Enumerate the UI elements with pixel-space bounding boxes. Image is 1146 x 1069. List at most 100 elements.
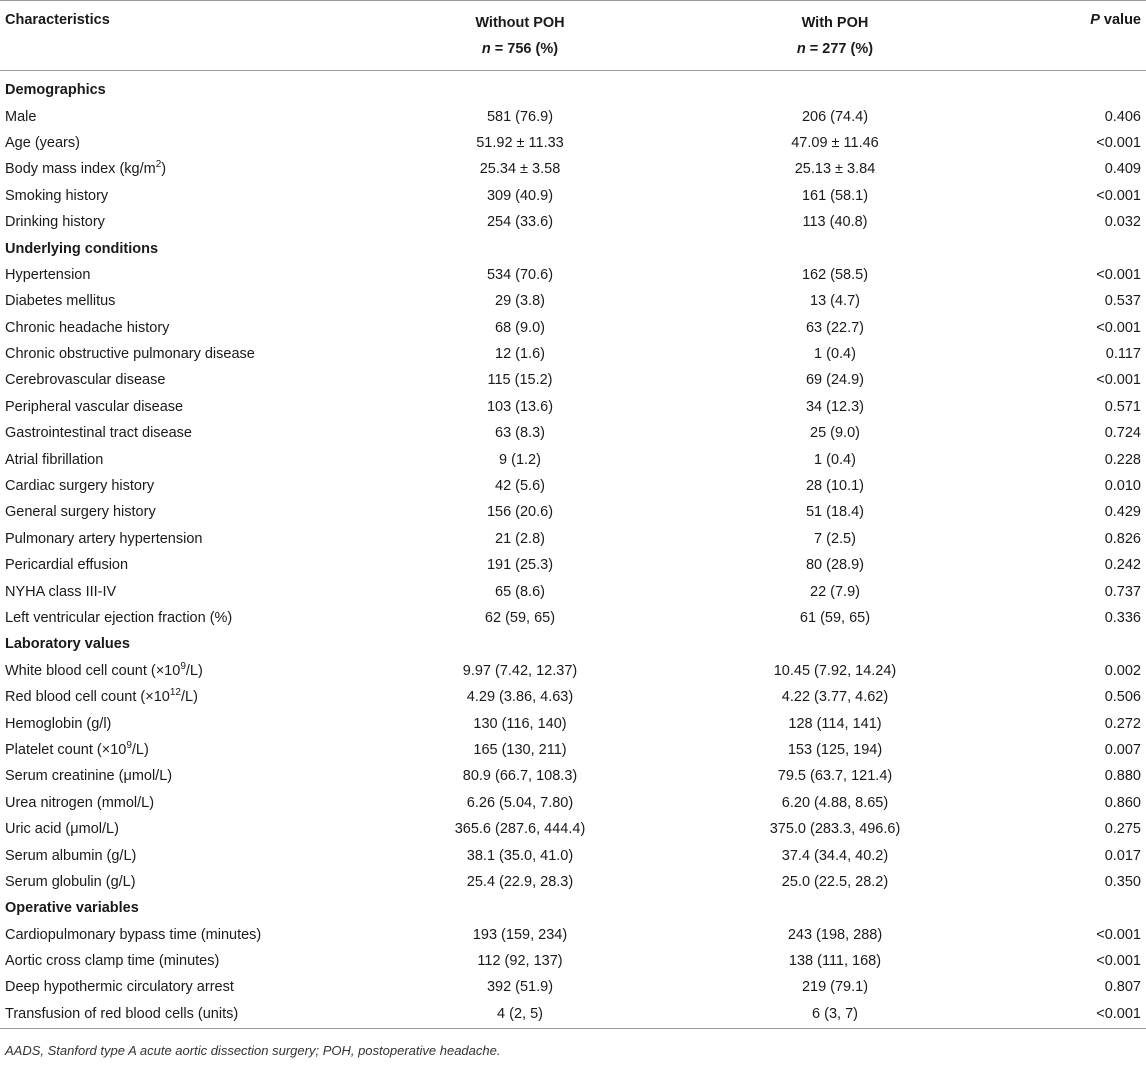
table-row: Serum albumin (g/L) 38.1 (35.0, 41.0) 37.4… xyxy=(0,842,1146,868)
table-row: Age (years) 51.92 ± 11.33 47.09 ± 11.46 <0.… xyxy=(0,130,1146,156)
cell-p-value: <0.001 xyxy=(1096,372,1141,389)
cell-p-value: 0.017 xyxy=(1104,847,1141,864)
table-row: Serum creatinine (μmol/L) 80.9 (66.7, 108… xyxy=(0,763,1146,789)
cell-with-poh: 10.45 (7.92, 14.24) xyxy=(773,662,897,679)
row-label-text: Drinking history xyxy=(5,214,105,231)
row-label-text: Aortic cross clamp time (minutes) xyxy=(5,953,220,970)
row-label-text: Atrial fibrillation xyxy=(5,451,104,468)
table-row: Diabetes mellitus 29 (3.8) 13 (4.7) 0.537 xyxy=(0,288,1146,314)
row-label-text: Age (years) xyxy=(5,134,80,151)
table-row: Pericardial effusion 191 (25.3) 80 (28.9) 0… xyxy=(0,552,1146,578)
cell-with-poh: 61 (59, 65) xyxy=(799,610,871,626)
cell-with-poh: 69 (24.9) xyxy=(805,372,865,389)
cell-without-poh: 365.6 (287.6, 444.4) xyxy=(454,821,586,838)
cell-without-poh: 581 (76.9) xyxy=(486,108,554,125)
table-row: Cardiac surgery history 42 (5.6) 28 (10.1)… xyxy=(0,473,1146,499)
table-row: Smoking history 309 (40.9) 161 (58.1) <0.00… xyxy=(0,183,1146,209)
row-label-text: Pericardial effusion xyxy=(5,557,129,574)
section-heading: Demographics xyxy=(5,82,106,99)
header-with-poh: With POH n = 277 (%) xyxy=(640,1,1030,71)
row-label-text: Transfusion of red blood cells (units) xyxy=(5,1006,239,1023)
cell-p-value: 0.807 xyxy=(1104,979,1141,996)
row-label: Serum creatinine (μmol/L) xyxy=(0,763,400,789)
row-label: Smoking history xyxy=(0,183,400,209)
header-without-poh-n: n = 756 (%) xyxy=(481,41,559,57)
cell-with-poh: 79.5 (63.7, 121.4) xyxy=(777,768,893,785)
row-label-text: NYHA class III-IV xyxy=(5,583,117,600)
cell-p-value: 0.117 xyxy=(1105,346,1141,363)
characteristics-table: Characteristics Without POH n = 756 (%) … xyxy=(0,0,1146,1029)
cell-p-value: 0.242 xyxy=(1104,557,1141,574)
cell-p-value: 0.429 xyxy=(1104,504,1141,521)
cell-without-poh: 12 (1.6) xyxy=(495,346,545,363)
row-label: Serum albumin (g/L) xyxy=(0,842,400,868)
cell-with-poh: 206 (74.4) xyxy=(801,108,869,125)
row-label-text: Male xyxy=(5,108,37,125)
cell-p-value: 0.737 xyxy=(1104,583,1141,600)
cell-without-poh: 21 (2.8) xyxy=(495,530,545,547)
cell-p-value: 0.032 xyxy=(1104,214,1141,231)
row-label-text: Serum creatinine (μmol/L) xyxy=(5,768,173,785)
cell-without-poh: 62 (59, 65) xyxy=(484,610,556,626)
row-label-text: Serum albumin (g/L) xyxy=(5,847,137,864)
cell-with-poh: 63 (22.7) xyxy=(805,319,865,336)
row-label: Atrial fibrillation xyxy=(0,446,400,472)
row-label: Peripheral vascular disease xyxy=(0,394,400,420)
row-label-text: Chronic obstructive pulmonary disease xyxy=(5,346,255,363)
row-label: Pulmonary artery hypertension xyxy=(0,526,400,552)
row-label: NYHA class III-IV xyxy=(0,578,400,604)
table-row: Body mass index (kg/m2) 25.34 ± 3.58 25.13… xyxy=(0,156,1146,182)
cell-p-value: 0.537 xyxy=(1104,293,1141,310)
row-label-superscript: 9 xyxy=(180,660,186,672)
cell-p-value: <0.001 xyxy=(1096,953,1141,970)
cell-with-poh: 162 (58.5) xyxy=(801,266,869,283)
row-label: Age (years) xyxy=(0,130,400,156)
cell-without-poh: 51.92 ± 11.33 xyxy=(476,134,564,151)
cell-with-poh: 22 (7.9) xyxy=(810,583,860,600)
cell-without-poh: 80.9 (66.7, 108.3) xyxy=(462,768,578,785)
table-row: Red blood cell count (×1012/L) 4.29 (3.86… xyxy=(0,684,1146,710)
header-without-poh-title: Without POH xyxy=(475,15,565,31)
cell-without-poh: 156 (20.6) xyxy=(486,504,554,521)
cell-p-value: <0.001 xyxy=(1096,134,1141,151)
cell-p-value: 0.506 xyxy=(1104,689,1141,706)
cell-with-poh: 25.13 ± 3.84 xyxy=(794,161,876,178)
cell-with-poh: 153 (125, 194) xyxy=(787,741,883,758)
row-label-text: Urea nitrogen (mmol/L) xyxy=(5,794,155,811)
row-label-text: Chronic headache history xyxy=(5,319,170,336)
row-label-text: General surgery history xyxy=(5,504,156,521)
cell-without-poh: 254 (33.6) xyxy=(486,214,554,231)
row-label-text: Gastrointestinal tract disease xyxy=(5,425,192,442)
row-label: Hypertension xyxy=(0,262,400,288)
cell-with-poh: 80 (28.9) xyxy=(805,557,865,574)
header-without-poh: Without POH n = 756 (%) xyxy=(400,1,640,71)
table-row: Aortic cross clamp time (minutes) 112 (92… xyxy=(0,948,1146,974)
row-label: Aortic cross clamp time (minutes) xyxy=(0,948,400,974)
cell-with-poh: 219 (79.1) xyxy=(801,979,869,996)
cell-p-value: 0.336 xyxy=(1104,610,1141,626)
row-label: Urea nitrogen (mmol/L) xyxy=(0,790,400,816)
cell-with-poh: 1 (0.4) xyxy=(814,451,856,468)
cell-with-poh: 161 (58.1) xyxy=(801,187,869,204)
cell-p-value: 0.826 xyxy=(1104,530,1141,547)
row-label-superscript: 9 xyxy=(126,740,132,752)
section-heading: Underlying conditions xyxy=(5,240,159,257)
row-label: Diabetes mellitus xyxy=(0,288,400,314)
cell-with-poh: 34 (12.3) xyxy=(805,398,865,415)
header-with-poh-title: With POH xyxy=(801,15,869,31)
cell-without-poh: 38.1 (35.0, 41.0) xyxy=(466,847,574,864)
row-label-tail: /L) xyxy=(185,662,203,679)
row-label-text: Hypertension xyxy=(5,266,91,283)
header-characteristics: Characteristics xyxy=(0,1,400,71)
row-label-text: Cerebrovascular disease xyxy=(5,372,166,389)
table-row: Drinking history 254 (33.6) 113 (40.8) 0.03… xyxy=(0,209,1146,235)
row-label: Red blood cell count (×1012/L) xyxy=(0,684,400,710)
row-label: Cardiopulmonary bypass time (minutes) xyxy=(0,922,400,948)
row-label-text: Platelet count (×10 xyxy=(5,741,127,758)
table-row: Urea nitrogen (mmol/L) 6.26 (5.04, 7.80) 6… xyxy=(0,790,1146,816)
table-row: Transfusion of red blood cells (units) 4 … xyxy=(0,1000,1146,1029)
cell-without-poh: 29 (3.8) xyxy=(495,293,545,310)
section-row: Laboratory values xyxy=(0,631,1146,657)
table-row: Uric acid (μmol/L) 365.6 (287.6, 444.4) 37… xyxy=(0,816,1146,842)
row-label: General surgery history xyxy=(0,499,400,525)
